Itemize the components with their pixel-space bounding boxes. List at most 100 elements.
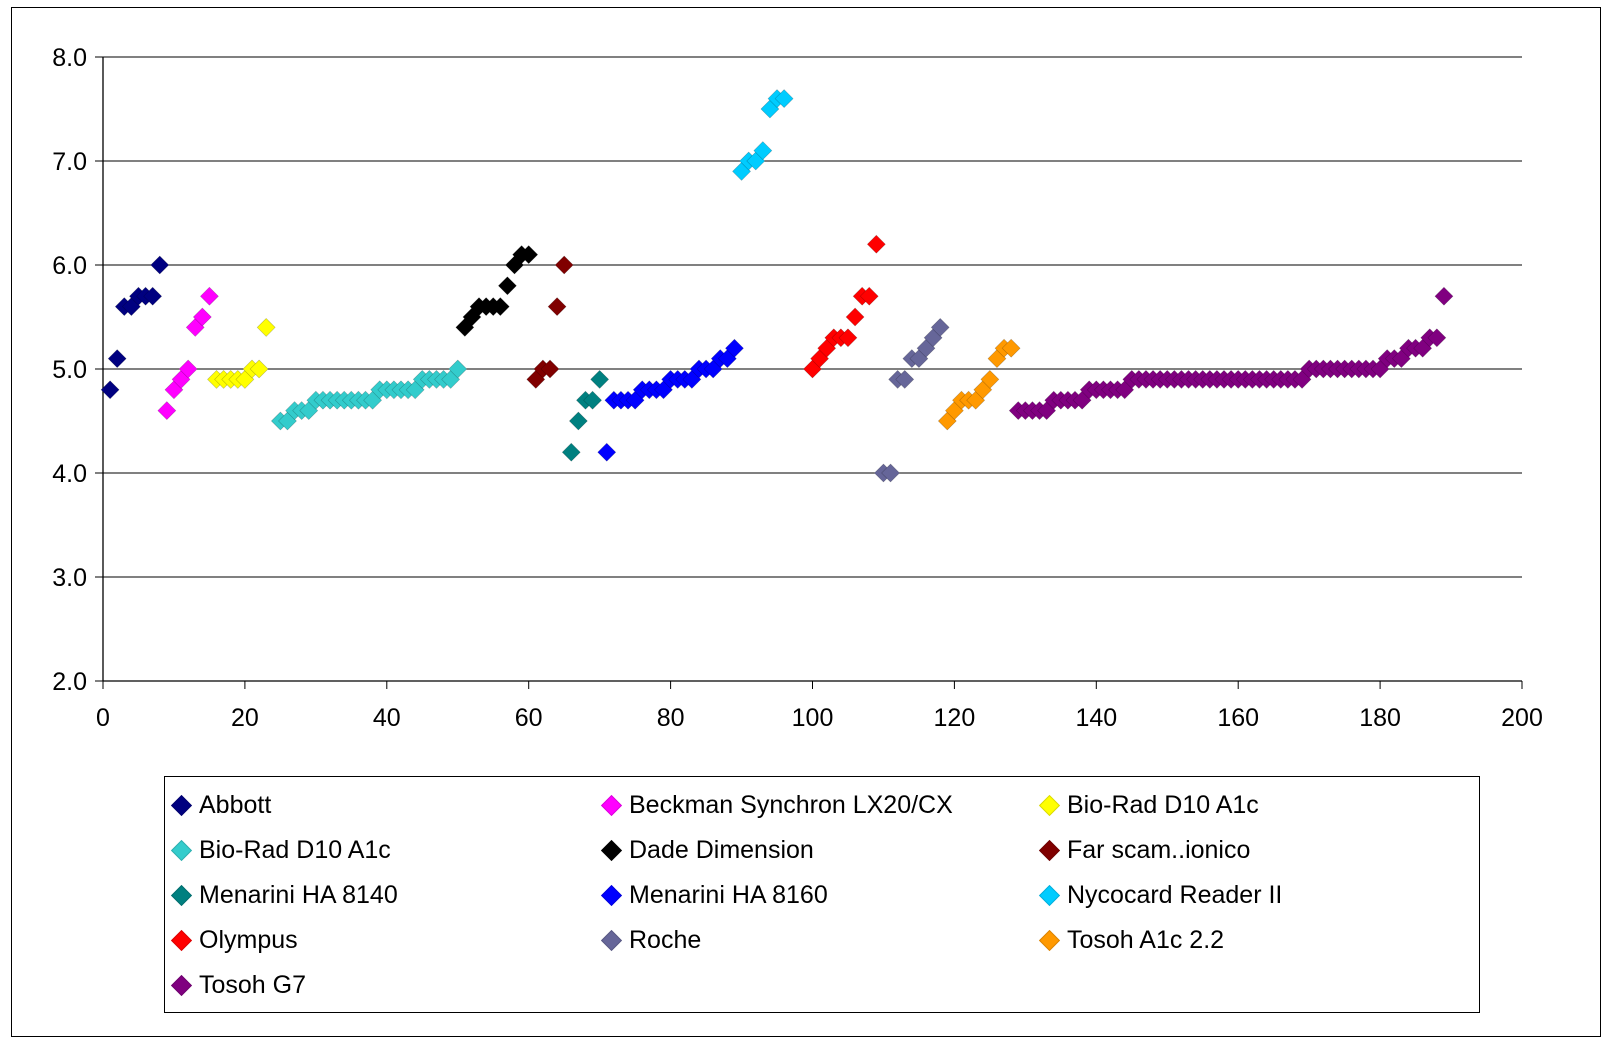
y-tick-label: 3.0 bbox=[52, 564, 87, 592]
y-tick-label: 5.0 bbox=[52, 356, 87, 384]
data-point bbox=[845, 307, 865, 327]
series-6-points bbox=[561, 369, 610, 462]
legend-marker-diamond-icon bbox=[1038, 884, 1061, 906]
data-point bbox=[590, 369, 610, 389]
legend-label: Abbott bbox=[199, 790, 272, 819]
legend-item: Bio-Rad D10 A1c bbox=[169, 830, 391, 870]
data-point bbox=[568, 411, 588, 431]
legend-label: Roche bbox=[629, 925, 702, 954]
y-tick-label: 8.0 bbox=[52, 44, 87, 72]
legend-marker-diamond-icon bbox=[170, 884, 193, 906]
data-point bbox=[838, 328, 858, 348]
legend-item: Roche bbox=[599, 920, 701, 960]
data-points bbox=[100, 89, 1454, 483]
series-3-points bbox=[270, 359, 468, 431]
series-7-points bbox=[597, 338, 744, 462]
legend-marker-diamond-icon bbox=[170, 794, 193, 816]
x-tick-label: 0 bbox=[96, 704, 110, 732]
legend-item: Abbott bbox=[169, 785, 271, 825]
data-point bbox=[547, 297, 567, 317]
data-point bbox=[519, 245, 539, 265]
legend-label: Bio-Rad D10 A1c bbox=[199, 835, 391, 864]
legend-marker-diamond-icon bbox=[170, 974, 193, 996]
data-point bbox=[866, 234, 886, 254]
data-point bbox=[554, 255, 574, 275]
data-point bbox=[490, 297, 510, 317]
data-point bbox=[178, 359, 198, 379]
legend: Abbott Beckman Synchron LX20/CX Bio-Rad D1… bbox=[164, 776, 1480, 1013]
legend-item: Bio-Rad D10 A1c bbox=[1037, 785, 1259, 825]
legend-marker-diamond-icon bbox=[600, 884, 623, 906]
legend-marker-diamond-icon bbox=[600, 929, 623, 951]
legend-item: Menarini HA 8140 bbox=[169, 875, 398, 915]
data-point bbox=[895, 369, 915, 389]
data-point bbox=[597, 442, 617, 462]
data-point bbox=[256, 317, 276, 337]
legend-label: Menarini HA 8140 bbox=[199, 880, 398, 909]
plot-area: 2.0 3.0 4.0 5.0 6.0 7.0 8.0 0 20 40 60 80 100 120 140… bbox=[52, 44, 1543, 732]
series-1-points bbox=[157, 286, 219, 421]
legend-label: Tosoh A1c 2.2 bbox=[1067, 925, 1225, 954]
data-point bbox=[881, 463, 900, 483]
y-tick-label: 4.0 bbox=[52, 460, 87, 488]
series-10-points bbox=[874, 317, 950, 483]
data-point bbox=[774, 89, 794, 109]
legend-item: Menarini HA 8160 bbox=[599, 875, 828, 915]
data-point bbox=[1434, 286, 1454, 306]
data-point bbox=[1001, 338, 1021, 358]
data-point bbox=[1427, 328, 1447, 348]
x-tick-label: 200 bbox=[1501, 704, 1543, 732]
data-point bbox=[150, 255, 170, 275]
data-point bbox=[980, 369, 1000, 389]
series-12-points bbox=[1008, 286, 1454, 421]
data-point bbox=[930, 317, 950, 337]
y-tick-label: 7.0 bbox=[52, 148, 87, 176]
series-2-points bbox=[207, 317, 276, 389]
data-point bbox=[859, 286, 879, 306]
series-8-points bbox=[732, 89, 794, 181]
x-tick-label: 160 bbox=[1217, 704, 1259, 732]
gridlines bbox=[103, 56, 1522, 578]
legend-marker-diamond-icon bbox=[1038, 794, 1061, 816]
legend-item: Olympus bbox=[169, 920, 298, 960]
series-0-points bbox=[100, 255, 170, 400]
x-tick-label: 40 bbox=[373, 704, 401, 732]
data-point bbox=[249, 359, 269, 379]
legend-marker-diamond-icon bbox=[170, 929, 193, 951]
series-9-points bbox=[803, 234, 886, 379]
data-point bbox=[540, 359, 560, 379]
data-point bbox=[200, 286, 219, 306]
x-tick-label: 180 bbox=[1359, 704, 1401, 732]
legend-item: Nycocard Reader II bbox=[1037, 875, 1282, 915]
data-point bbox=[107, 349, 127, 369]
data-point bbox=[157, 401, 177, 421]
data-point bbox=[753, 141, 773, 161]
data-point bbox=[143, 286, 163, 306]
data-point bbox=[100, 380, 120, 400]
legend-marker-diamond-icon bbox=[1038, 839, 1061, 861]
series-11-points bbox=[937, 338, 1021, 431]
legend-item: Dade Dimension bbox=[599, 830, 814, 870]
axes bbox=[95, 56, 1523, 689]
legend-label: Nycocard Reader II bbox=[1067, 880, 1283, 909]
data-point bbox=[497, 276, 517, 296]
x-tick-label: 140 bbox=[1075, 704, 1117, 732]
legend-marker-diamond-icon bbox=[170, 839, 193, 861]
legend-marker-diamond-icon bbox=[600, 794, 623, 816]
x-tick-label: 80 bbox=[657, 704, 685, 732]
legend-label: Far scam..ionico bbox=[1067, 835, 1251, 864]
series-4-points bbox=[455, 245, 539, 337]
data-point bbox=[725, 338, 744, 358]
series-5-points bbox=[526, 255, 574, 389]
legend-label: Dade Dimension bbox=[629, 835, 814, 864]
legend-label: Beckman Synchron LX20/CX bbox=[629, 790, 953, 819]
data-point bbox=[561, 442, 581, 462]
data-point bbox=[583, 390, 602, 410]
x-tick-label: 20 bbox=[231, 704, 259, 732]
chart-area: 2.0 3.0 4.0 5.0 6.0 7.0 8.0 0 20 40 60 80 100 120 140… bbox=[11, 7, 1601, 1037]
x-tick-label: 120 bbox=[934, 704, 976, 732]
x-axis-tick-labels: 0 20 40 60 80 100 120 140 160 180 200 bbox=[96, 704, 1543, 732]
legend-item: Tosoh G7 bbox=[169, 965, 306, 1005]
data-point bbox=[448, 359, 468, 379]
x-tick-label: 60 bbox=[515, 704, 543, 732]
